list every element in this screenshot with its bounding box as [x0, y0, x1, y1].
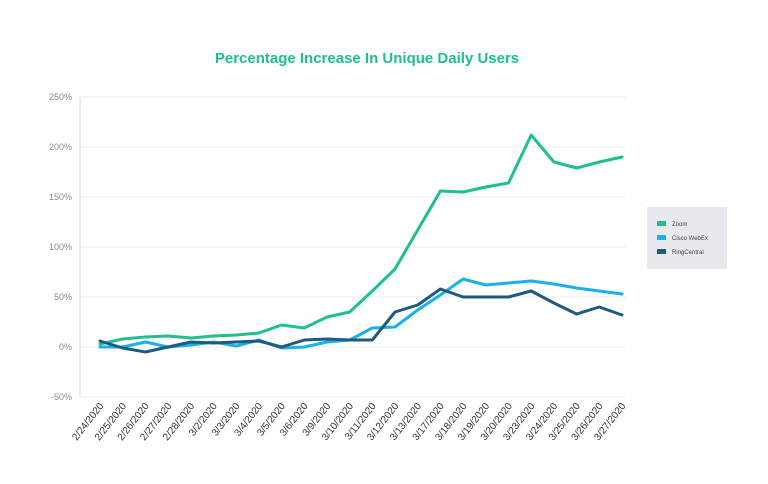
legend-label: RingCentral	[672, 250, 704, 256]
y-axis-ticks: -50% 0% 50% 100% 150% 200% 250%	[49, 92, 72, 402]
legend-swatch	[657, 235, 666, 240]
legend-swatch	[657, 249, 666, 254]
chart-title: Percentage Increase In Unique Daily User…	[215, 50, 519, 67]
series-line-cisco-webex	[98, 277, 624, 350]
grid-lines	[79, 96, 626, 398]
y-tick-label: 0%	[59, 342, 72, 352]
y-tick-label: 100%	[49, 242, 72, 252]
series-line-zoom	[98, 133, 624, 346]
y-tick-label: 250%	[49, 92, 72, 102]
legend: Zoom Cisco WebEx RingCentral	[647, 207, 727, 269]
y-tick-label: 200%	[49, 142, 72, 152]
legend-label: Cisco WebEx	[672, 236, 708, 242]
y-tick-label: -50%	[51, 392, 72, 402]
legend-swatch	[657, 221, 666, 226]
y-tick-label: 50%	[54, 292, 72, 302]
series-lines	[98, 133, 624, 354]
x-axis-ticks: 2/24/20202/25/20202/26/20202/27/20202/28…	[70, 401, 628, 443]
series-line-ringcentral	[98, 287, 624, 354]
y-tick-label: 150%	[49, 192, 72, 202]
legend-label: Zoom	[672, 222, 687, 228]
